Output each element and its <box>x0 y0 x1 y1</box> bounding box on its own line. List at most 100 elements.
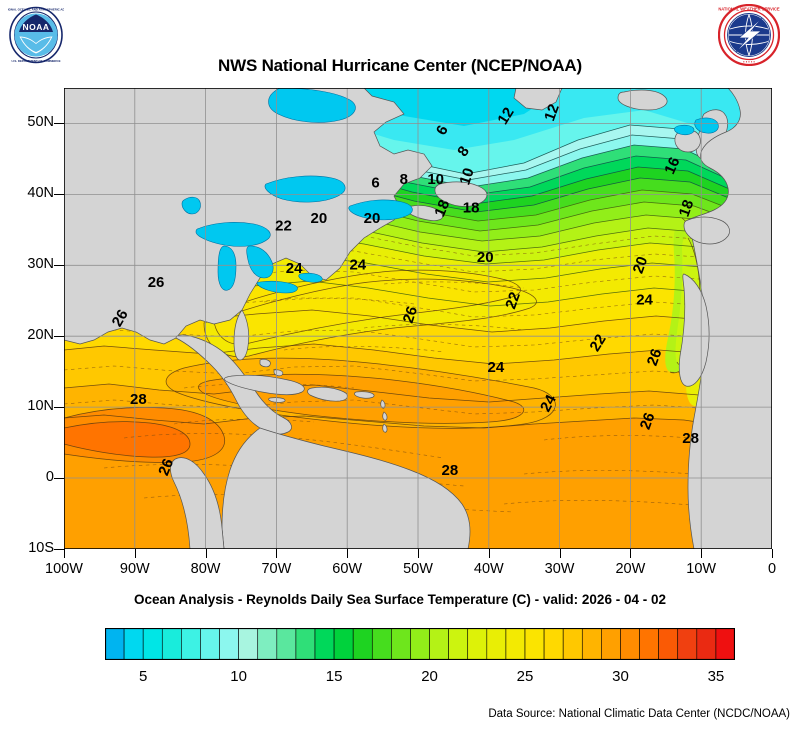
x-axis-tick <box>772 549 773 558</box>
svg-text:NATIONAL OCEANIC AND ATMOSPHER: NATIONAL OCEANIC AND ATMOSPHERIC ADMIN <box>8 8 64 12</box>
colorbar-cell <box>601 628 621 660</box>
x-axis-tick <box>134 549 136 558</box>
contour-label: 8 <box>400 171 408 188</box>
contour-label: 28 <box>682 430 699 447</box>
contour-label: 26 <box>148 274 165 291</box>
contour-label: 20 <box>477 249 494 266</box>
contour-label: 22 <box>502 290 524 311</box>
data-source-text: Data Source: National Climatic Data Cent… <box>488 708 790 720</box>
contour-label: 16 <box>661 155 683 177</box>
colorbar-cell <box>105 628 125 660</box>
colorbar-cell <box>371 628 392 660</box>
landmasses <box>64 88 772 549</box>
contour-label: 18 <box>463 200 480 217</box>
great-lakes <box>181 88 719 294</box>
x-axis-tick-label: 20W <box>615 561 646 577</box>
x-axis-tick <box>630 549 632 558</box>
x-axis-tick-label: 10W <box>686 561 717 577</box>
contour-label: 20 <box>630 254 652 275</box>
contour-label: 24 <box>537 391 560 414</box>
contour-label: 28 <box>442 462 459 479</box>
colorbar-frame <box>105 628 735 660</box>
colorbar-cell <box>581 628 602 660</box>
plot-subtitle: Ocean Analysis - Reynolds Daily Sea Surf… <box>134 592 666 607</box>
contour-label: 26 <box>109 307 132 330</box>
colorbar-cell <box>620 628 640 660</box>
colorbar-cell <box>123 628 144 660</box>
y-axis-tick-label: 30N <box>27 256 54 273</box>
contour-label: 24 <box>286 260 303 277</box>
colorbar-tick-label: 15 <box>325 668 343 685</box>
y-axis-tick <box>54 478 64 480</box>
y-axis-tick <box>54 265 64 267</box>
contour-label: 22 <box>275 217 292 234</box>
colorbar-tick-label: 25 <box>516 668 534 685</box>
x-axis-tick <box>488 549 490 558</box>
x-axis-tick <box>347 549 349 558</box>
sst-map-plot: 6 12 12 8 6 8 10 10 22 20 20 18 18 16 18 20 24 24 26 26 26 22… <box>64 88 772 549</box>
contour-label: 24 <box>488 359 505 376</box>
colorbar-cell <box>219 628 239 660</box>
colorbar-cell <box>276 628 297 660</box>
colorbar-cell <box>715 628 735 660</box>
colorbar-cell <box>352 628 373 660</box>
noaa-logo: NOAA NATIONAL OCEANIC AND ATMOSPHERIC AD… <box>8 6 64 64</box>
y-axis-tick <box>54 549 64 550</box>
x-axis-tick-label: 70W <box>261 561 292 577</box>
contour-label: 24 <box>349 256 366 273</box>
colorbar-tick-label: 35 <box>707 668 725 685</box>
colorbar-cell <box>677 628 698 660</box>
contour-label: 12 <box>494 105 517 128</box>
colorbar-tick-label: 30 <box>612 668 629 685</box>
noaa-logo-text: NOAA <box>22 22 49 32</box>
x-axis-tick-label: 50W <box>403 561 433 577</box>
colorbar-cell <box>562 628 583 660</box>
x-axis-tick-label: 60W <box>332 561 363 577</box>
contour-label: 26 <box>400 304 421 325</box>
colorbar-cell <box>238 628 259 660</box>
y-axis-tick-label: 0 <box>45 469 54 486</box>
y-axis-tick <box>54 407 64 409</box>
contour-label: 26 <box>155 456 177 478</box>
x-axis-tick-label: 0 <box>767 561 777 577</box>
x-axis-tick <box>559 549 561 558</box>
contour-label: 20 <box>364 210 381 227</box>
svg-text:U.S. DEPARTMENT OF COMMERCE: U.S. DEPARTMENT OF COMMERCE <box>11 59 60 63</box>
colorbar-tick-label: 20 <box>421 668 438 685</box>
x-axis-tick <box>276 549 278 558</box>
y-axis-tick-label: 50N <box>27 114 54 131</box>
colorbar-tick-label: 10 <box>230 668 247 685</box>
contour-label: 26 <box>644 347 666 368</box>
y-axis-tick-label: 20N <box>27 327 54 344</box>
colorbar-tick-label: 5 <box>139 668 148 685</box>
colorbar-cell <box>200 628 220 660</box>
svg-text:• • • • •: • • • • • <box>743 59 755 64</box>
x-axis-tick-label: 90W <box>119 561 150 577</box>
contour-label: 10 <box>427 171 444 188</box>
contour-label: 24 <box>636 292 653 309</box>
colorbar-cell <box>181 628 201 660</box>
x-axis-tick <box>64 549 65 558</box>
colorbar-cells <box>105 628 735 660</box>
colorbar-cell <box>161 628 182 660</box>
colorbar-cell <box>448 628 469 660</box>
x-axis-tick <box>205 549 207 558</box>
colorbar-cell <box>696 628 717 660</box>
colorbar-cell <box>486 628 507 660</box>
y-axis-tick <box>54 336 64 338</box>
colorbar-cell <box>505 628 526 660</box>
contour-label: 20 <box>311 210 328 227</box>
colorbar <box>105 628 735 660</box>
colorbar-cell <box>429 628 449 660</box>
colorbar-cell <box>410 628 430 660</box>
colorbar-cell <box>467 628 488 660</box>
y-axis-tick <box>54 194 64 196</box>
page-title: NWS National Hurricane Center (NCEP/NOAA… <box>218 56 582 75</box>
x-axis-tick-label: 30W <box>544 561 575 577</box>
x-axis-tick <box>418 549 419 558</box>
colorbar-cell <box>314 628 335 660</box>
colorbar-cell <box>257 628 278 660</box>
contour-label: 12 <box>541 102 563 123</box>
